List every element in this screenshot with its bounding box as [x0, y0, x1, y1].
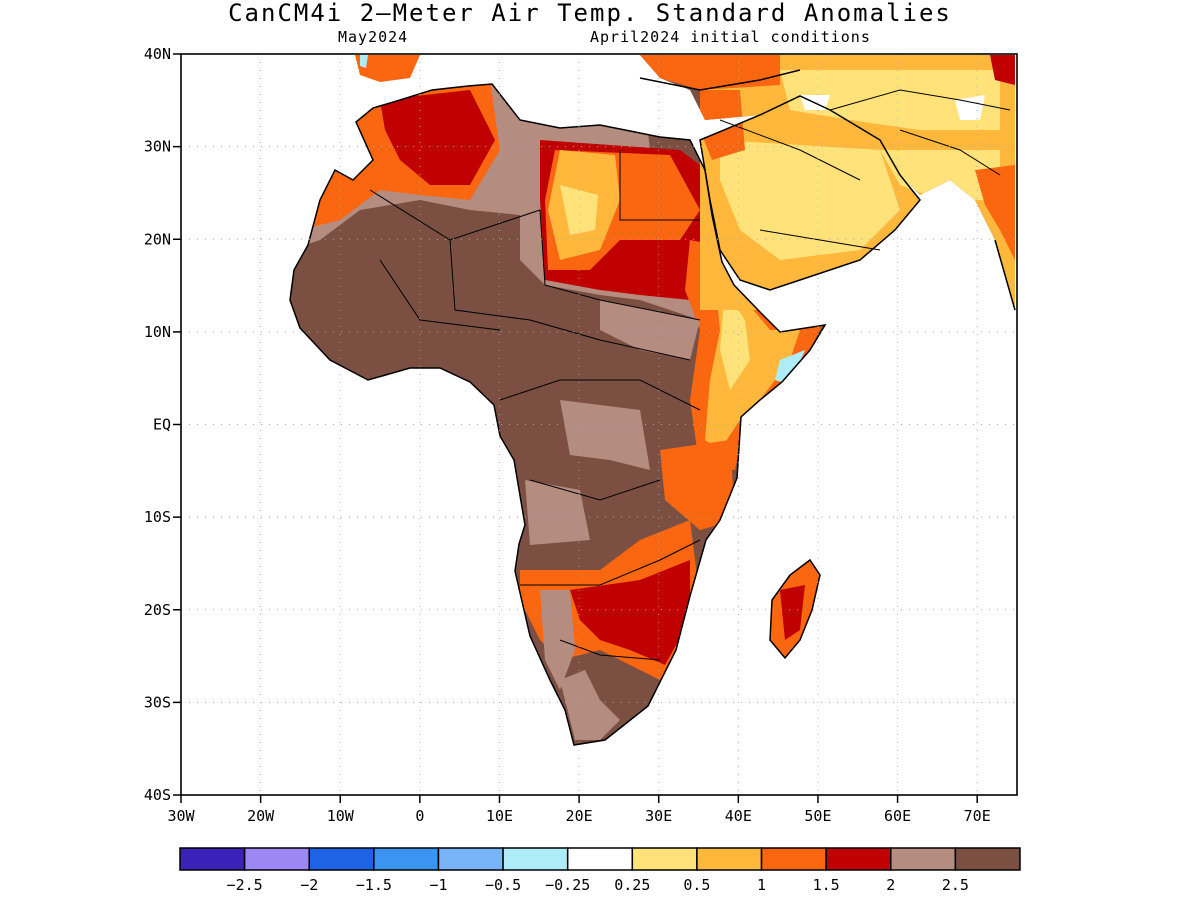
- arabia-coastline: [699, 95, 921, 291]
- anomaly-region-arabia-yellow: [720, 140, 900, 260]
- anomaly-region-iberia-cyan: [360, 55, 368, 68]
- longitude-axis: 30W 20W 10W 0 10E 20E 30E 40E 50E 60E 70E: [167, 795, 991, 825]
- lon-tick-label: 70E: [964, 807, 991, 825]
- lat-tick-label: 10S: [144, 508, 171, 526]
- anomaly-region-nw-africa-red: [380, 90, 495, 185]
- colorbar-swatch: [437, 847, 504, 871]
- lon-tick-label: 60E: [884, 807, 911, 825]
- lat-tick-label: 20N: [144, 230, 171, 248]
- colorbar-label: −1: [429, 876, 447, 894]
- colorbar-label: −2: [300, 876, 318, 894]
- anomaly-region-cape-light: [560, 670, 620, 740]
- lat-tick-label: 20S: [144, 601, 171, 619]
- lat-tick-label: EQ: [153, 416, 171, 434]
- anomaly-region-iberia-orange: [355, 55, 420, 82]
- colorbar-label: −0.5: [485, 876, 521, 894]
- colorbar: −2.5 −2 −1.5 −1 −0.5 −0.25 0.25 0.5 1 1.5 2 2.5: [179, 847, 1021, 894]
- colorbar-swatch: [631, 847, 698, 871]
- colorbar-swatch: [373, 847, 440, 871]
- lon-tick-label: 10E: [486, 807, 513, 825]
- africa-coastline: [289, 83, 827, 746]
- colorbar-label: 2.5: [942, 876, 969, 894]
- colorbar-swatch: [179, 847, 246, 871]
- colorbar-swatch: [760, 847, 827, 871]
- colorbar-label: −2.5: [227, 876, 263, 894]
- colorbar-label: 2: [886, 876, 895, 894]
- anomaly-region-afghan-white: [955, 95, 985, 120]
- country-borders: [369, 89, 1011, 661]
- initial-conditions: April2024 initial conditions: [590, 28, 871, 46]
- lat-tick-label: 30N: [144, 138, 171, 156]
- lon-tick-label: 10W: [327, 807, 355, 825]
- anomaly-region-turkey-orange: [640, 55, 780, 90]
- colorbar-swatch: [566, 847, 634, 871]
- lat-tick-label: 10N: [144, 323, 171, 341]
- forecast-month: May2024: [338, 28, 409, 46]
- colorbar-swatch: [502, 847, 569, 871]
- madagascar-coastline: [769, 558, 821, 660]
- anomaly-region-congo-light: [560, 400, 650, 470]
- anomaly-region-somalia-cyan: [775, 350, 805, 385]
- lat-tick-label: 40S: [144, 786, 171, 804]
- colorbar-label: −0.25: [545, 876, 590, 894]
- lon-tick-label: 40E: [725, 807, 752, 825]
- anomaly-region-angola-light: [525, 480, 590, 545]
- anomaly-shading: [290, 55, 1015, 745]
- colorbar-label: −1.5: [356, 876, 392, 894]
- colorbar-swatch: [696, 847, 763, 871]
- lon-tick-label: 50E: [804, 807, 831, 825]
- anomaly-region-tanzania-orange: [660, 440, 735, 530]
- gridlines: [181, 54, 1017, 795]
- lon-tick-label: 30E: [645, 807, 672, 825]
- colorbar-label: 1.5: [813, 876, 840, 894]
- anomaly-region-namibia-light: [540, 590, 575, 690]
- anomaly-region-ethiopia-yellow: [720, 290, 750, 390]
- colorbar-swatch: [825, 847, 892, 871]
- colorbar-swatch: [243, 847, 310, 871]
- chart-title: CanCM4i 2—Meter Air Temp. Standard Anoma…: [228, 0, 952, 27]
- anomaly-region-central-asia-red: [990, 55, 1015, 85]
- lat-tick-label: 30S: [144, 693, 171, 711]
- lon-tick-label: 0: [415, 807, 424, 825]
- coastlines: [289, 69, 1016, 746]
- anomaly-region-iran-yellow: [780, 70, 1000, 130]
- india-coastline: [994, 239, 1016, 311]
- latitude-axis: 40N 30N 20N 10N EQ 10S 20S 30S 40S: [144, 45, 181, 804]
- med-north-coast: [639, 69, 801, 91]
- lon-tick-label: 20W: [247, 807, 275, 825]
- colorbar-label: 0.25: [614, 876, 650, 894]
- colorbar-swatch: [954, 847, 1021, 871]
- colorbar-swatch: [308, 847, 375, 871]
- lon-tick-label: 20E: [566, 807, 593, 825]
- colorbar-swatch: [890, 847, 957, 871]
- lon-tick-label: 30W: [167, 807, 195, 825]
- anomaly-region-libya-yellow: [560, 185, 598, 235]
- anomaly-region-madagascar-red: [780, 585, 805, 640]
- colorbar-label: 0.5: [683, 876, 710, 894]
- colorbar-label: 1: [757, 876, 766, 894]
- anomaly-region-zimbabwe-red: [570, 560, 690, 665]
- anomaly-region-india-orange: [975, 165, 1015, 260]
- lat-tick-label: 40N: [144, 45, 171, 63]
